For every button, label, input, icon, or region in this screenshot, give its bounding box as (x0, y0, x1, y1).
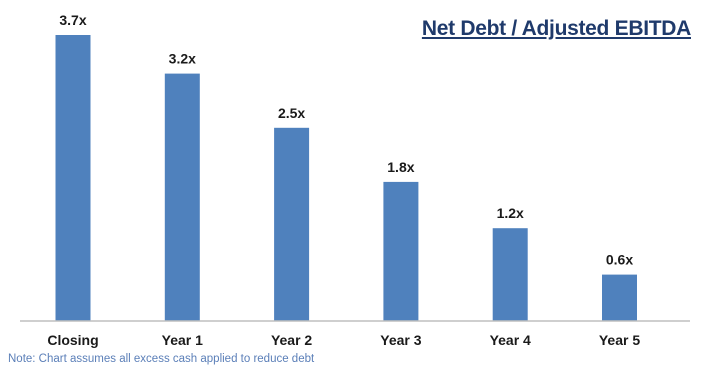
category-label: Year 3 (380, 332, 421, 348)
category-label: Year 5 (599, 332, 640, 348)
category-label: Year 4 (490, 332, 531, 348)
bar-year-4 (492, 228, 528, 321)
value-label: 1.2x (497, 205, 524, 221)
chart-note: Note: Chart assumes all excess cash appl… (8, 353, 315, 365)
chart-title: Net Debt / Adjusted EBITDA (421, 17, 691, 40)
category-label: Year 1 (162, 332, 203, 348)
category-label: Year 2 (271, 332, 312, 348)
bar-closing (55, 35, 91, 321)
value-label: 2.5x (278, 105, 305, 121)
value-label: 3.2x (169, 51, 196, 67)
bar-year-1 (164, 73, 200, 321)
value-label: 1.8x (387, 159, 414, 175)
bar-year-5 (602, 274, 637, 321)
value-label: 3.7x (59, 12, 86, 28)
bar-year-2 (274, 127, 310, 321)
category-label: Closing (47, 332, 98, 348)
bar-year-3 (383, 181, 419, 321)
value-label: 0.6x (606, 252, 633, 268)
